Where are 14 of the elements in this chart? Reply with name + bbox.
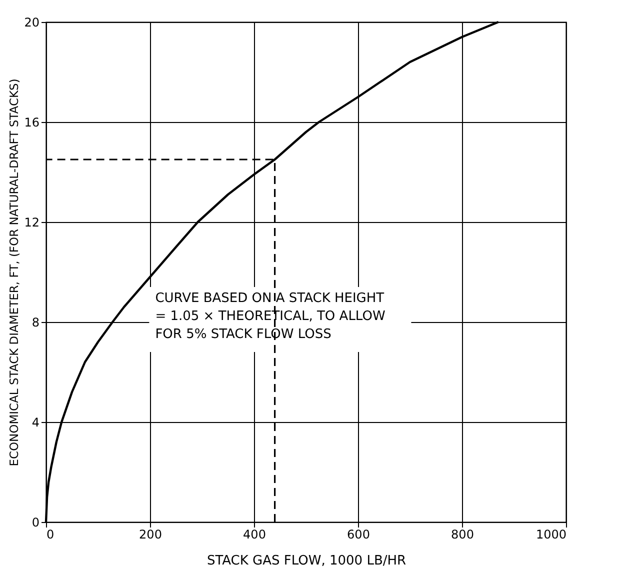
y-tick-label: 20 [24, 16, 40, 30]
x-axis-title: STACK GAS FLOW, 1000 LB/HR [206, 554, 406, 568]
x-tick-label: 1000 [536, 528, 566, 542]
y-axis-title: ECONOMICAL STACK DIAMETER, FT, (FOR NATURAL-DRAFT STACKS) [7, 78, 22, 466]
y-tick-label: 4 [32, 416, 40, 430]
x-tick-label: 200 [139, 528, 162, 542]
x-tick-label: 400 [243, 528, 266, 542]
y-tick-label: 8 [32, 316, 40, 330]
x-tick-label: 800 [451, 528, 474, 542]
x-tick-label: 600 [347, 528, 370, 542]
y-tick-label: 12 [24, 216, 40, 230]
y-tick-label: 0 [32, 516, 40, 530]
y-tick-label: 16 [24, 116, 40, 130]
x-tick-label: 0 [46, 528, 54, 542]
